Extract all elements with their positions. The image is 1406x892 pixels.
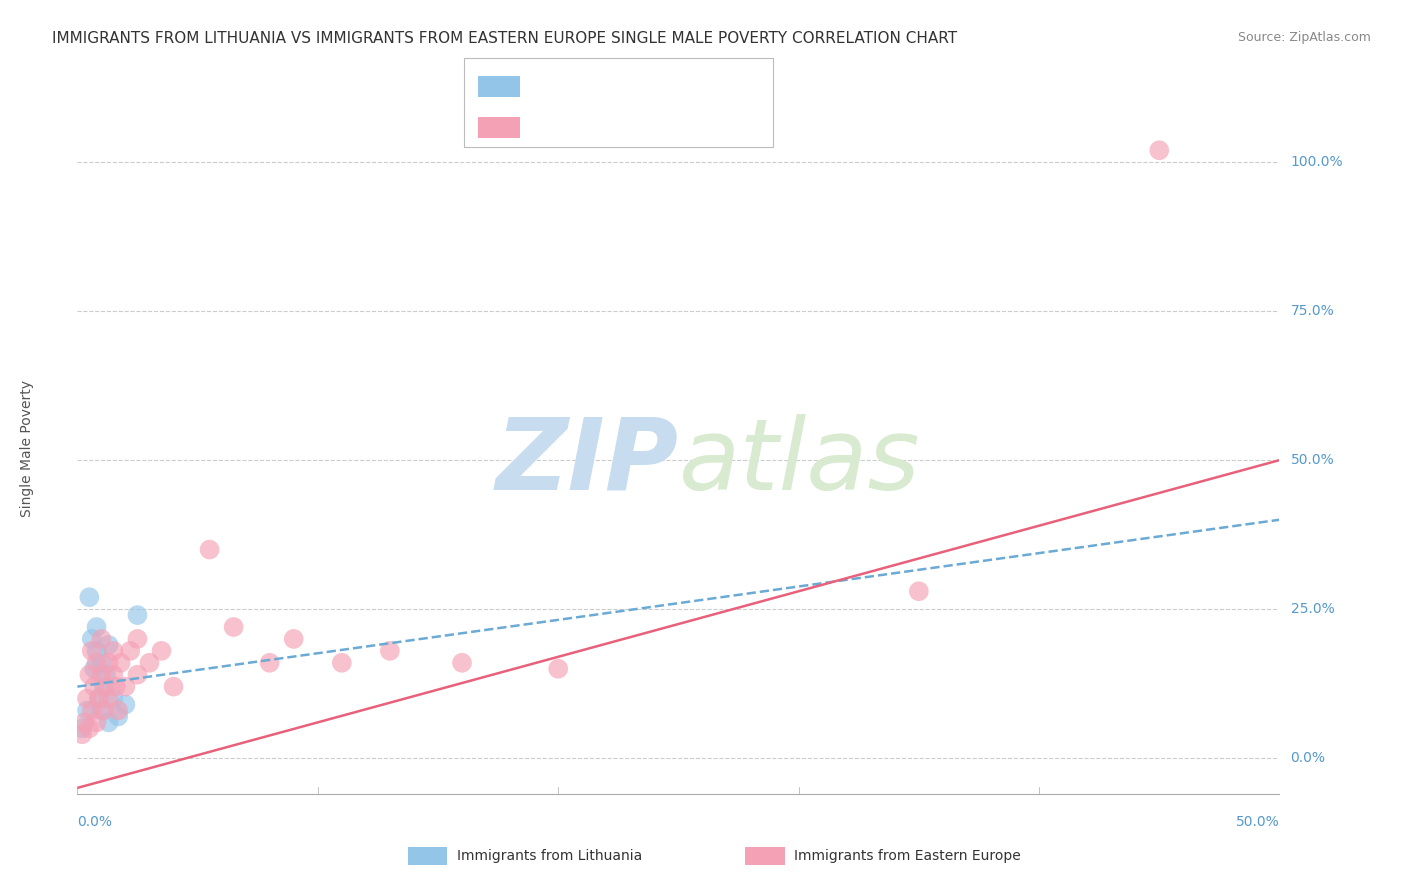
Point xyxy=(104,680,127,694)
Point xyxy=(80,703,103,717)
Point xyxy=(103,667,125,681)
Point xyxy=(127,667,149,681)
Point xyxy=(110,656,132,670)
Point xyxy=(87,691,110,706)
Point xyxy=(97,715,120,730)
Point xyxy=(86,620,108,634)
Text: 50.0%: 50.0% xyxy=(1236,814,1279,829)
Point xyxy=(259,656,281,670)
Point xyxy=(107,703,129,717)
Text: ZIP: ZIP xyxy=(495,414,679,510)
Point xyxy=(97,691,120,706)
Point xyxy=(127,608,149,623)
Point xyxy=(86,656,108,670)
Text: Immigrants from Eastern Europe: Immigrants from Eastern Europe xyxy=(794,849,1021,863)
Point xyxy=(222,620,245,634)
Point xyxy=(451,656,474,670)
Point xyxy=(73,715,96,730)
Point xyxy=(908,584,931,599)
Point xyxy=(93,703,115,717)
Point xyxy=(86,715,108,730)
Text: R = 0.609   N = 39: R = 0.609 N = 39 xyxy=(531,120,662,135)
Text: atlas: atlas xyxy=(679,414,920,510)
Point xyxy=(90,667,112,681)
Point xyxy=(90,656,112,670)
Point xyxy=(103,644,125,658)
Point xyxy=(1149,143,1171,157)
Point xyxy=(80,644,103,658)
Text: 100.0%: 100.0% xyxy=(1291,155,1343,169)
Point xyxy=(79,591,101,605)
Point xyxy=(120,644,142,658)
Point xyxy=(138,656,160,670)
Text: Immigrants from Lithuania: Immigrants from Lithuania xyxy=(457,849,643,863)
Point xyxy=(87,691,110,706)
Text: 0.0%: 0.0% xyxy=(1291,751,1326,765)
Point xyxy=(83,662,105,676)
Point xyxy=(114,680,136,694)
Point xyxy=(96,667,118,681)
Text: 0.0%: 0.0% xyxy=(77,814,112,829)
Text: R = 0.067   N = 18: R = 0.067 N = 18 xyxy=(531,79,662,94)
Point xyxy=(90,632,112,646)
Point xyxy=(70,727,93,741)
Text: Single Male Poverty: Single Male Poverty xyxy=(20,380,34,516)
Point xyxy=(70,722,93,736)
Text: Source: ZipAtlas.com: Source: ZipAtlas.com xyxy=(1237,31,1371,45)
Point xyxy=(90,703,112,717)
Point xyxy=(80,632,103,646)
Point xyxy=(83,680,105,694)
Text: 50.0%: 50.0% xyxy=(1291,453,1334,467)
Point xyxy=(86,644,108,658)
Point xyxy=(150,644,173,658)
Point xyxy=(93,680,115,694)
Point xyxy=(330,656,353,670)
Point xyxy=(103,691,125,706)
Point xyxy=(79,667,101,681)
Point xyxy=(76,703,98,717)
Point xyxy=(127,632,149,646)
Point xyxy=(107,709,129,723)
Text: 25.0%: 25.0% xyxy=(1291,602,1334,616)
Point xyxy=(378,644,401,658)
Point xyxy=(547,662,569,676)
Point xyxy=(198,542,221,557)
Point xyxy=(97,638,120,652)
Point xyxy=(162,680,184,694)
Point xyxy=(79,722,101,736)
Point xyxy=(96,680,118,694)
Point xyxy=(114,698,136,712)
Text: IMMIGRANTS FROM LITHUANIA VS IMMIGRANTS FROM EASTERN EUROPE SINGLE MALE POVERTY : IMMIGRANTS FROM LITHUANIA VS IMMIGRANTS … xyxy=(52,31,957,46)
Point xyxy=(283,632,305,646)
Point xyxy=(76,691,98,706)
Point xyxy=(97,656,120,670)
Text: 75.0%: 75.0% xyxy=(1291,304,1334,318)
